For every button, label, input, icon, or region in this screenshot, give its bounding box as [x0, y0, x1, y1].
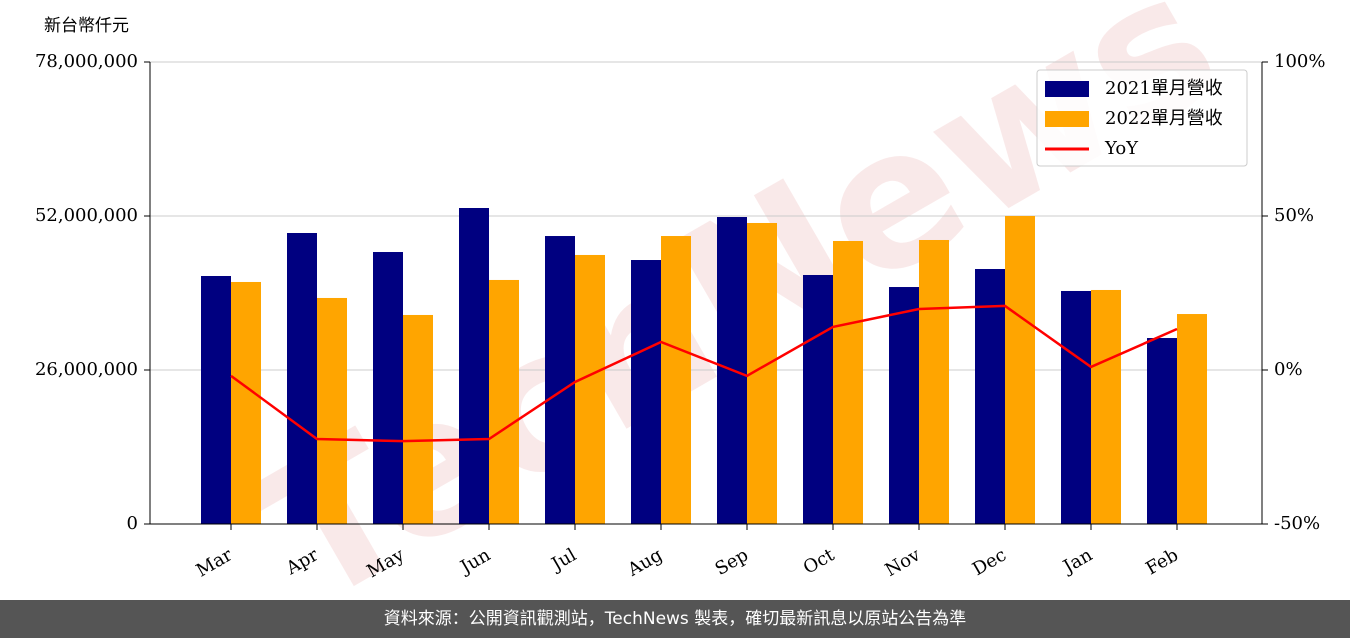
bar [545, 236, 575, 524]
x-tick-label: Nov [882, 544, 925, 581]
bar [575, 254, 605, 524]
yoy-line [230, 304, 1178, 443]
bar [803, 274, 833, 524]
bar [919, 239, 949, 524]
x-tick-label: Oct [800, 544, 839, 579]
y-tick-label: 52,000,000 [35, 205, 138, 226]
bar [373, 252, 403, 524]
y-tick-label: 26,000,000 [35, 359, 138, 380]
bar [631, 260, 661, 524]
y2-tick-label: 100% [1274, 51, 1325, 72]
legend-swatch [1045, 111, 1089, 127]
x-tick-label: Aug [623, 544, 666, 581]
bar [459, 208, 489, 524]
bar [231, 281, 261, 524]
bar [975, 269, 1005, 524]
y-tick-label: 78,000,000 [35, 51, 138, 72]
bar [1091, 289, 1121, 524]
bar [201, 276, 231, 524]
bar [1147, 338, 1177, 524]
bar [889, 287, 919, 524]
legend-label: YoY [1104, 138, 1139, 159]
y2-tick-label: -50% [1274, 513, 1320, 534]
x-tick-label: Jul [546, 544, 580, 576]
bar [1061, 290, 1091, 524]
y2-tick-label: 0% [1274, 359, 1303, 380]
bar [1177, 314, 1207, 524]
chart: TechNews 新台幣仟元 026,000,00052,000,00078,0… [35, 0, 1326, 600]
bar [661, 236, 691, 524]
x-tick-label: Dec [969, 544, 1010, 580]
x-tick-label: Sep [712, 544, 752, 579]
legend-swatch [1045, 81, 1089, 97]
bar [833, 240, 863, 524]
x-tick-label: Feb [1142, 544, 1182, 579]
bar [317, 297, 347, 524]
y-tick-label: 0 [127, 513, 138, 534]
legend-box [1036, 69, 1248, 167]
y-axis-label: 新台幣仟元 [44, 16, 129, 36]
x-tick-label: Mar [193, 544, 237, 581]
bar [1005, 216, 1035, 524]
legend-label: 2022單月營收 [1105, 108, 1223, 129]
legend-label: 2021單月營收 [1105, 78, 1223, 99]
bar [403, 314, 433, 524]
x-tick-label: Jan [1058, 544, 1096, 578]
bar [489, 279, 519, 524]
source-footer: 資料來源：公開資訊觀測站，TechNews 製表，確切最新訊息以原站公告為準 [0, 600, 1350, 638]
bar [287, 232, 317, 524]
y2-tick-label: 50% [1274, 205, 1314, 226]
